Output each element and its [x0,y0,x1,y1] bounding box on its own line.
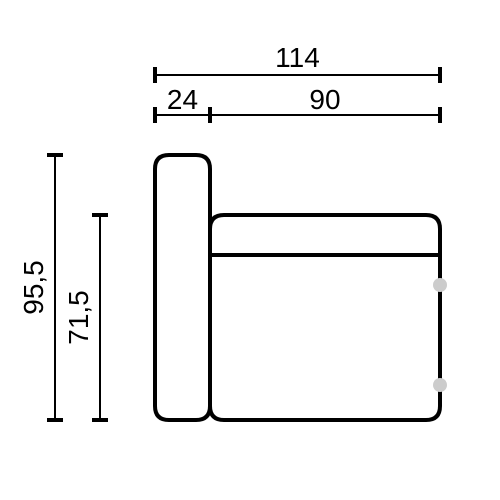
sofa-armrest [155,155,210,420]
dim-total-width: 114 [275,42,320,73]
dim-seat-width: 90 [309,84,340,115]
dim-seat-depth: 71,5 [63,290,94,345]
sofa-seat [210,215,440,420]
connector-top-icon [433,278,447,292]
dim-armrest-width: 24 [167,84,198,115]
dim-total-depth: 95,5 [18,260,49,315]
sofa-dimension-diagram: 114 24 90 95,5 71,5 [0,0,500,500]
connector-bottom-icon [433,378,447,392]
